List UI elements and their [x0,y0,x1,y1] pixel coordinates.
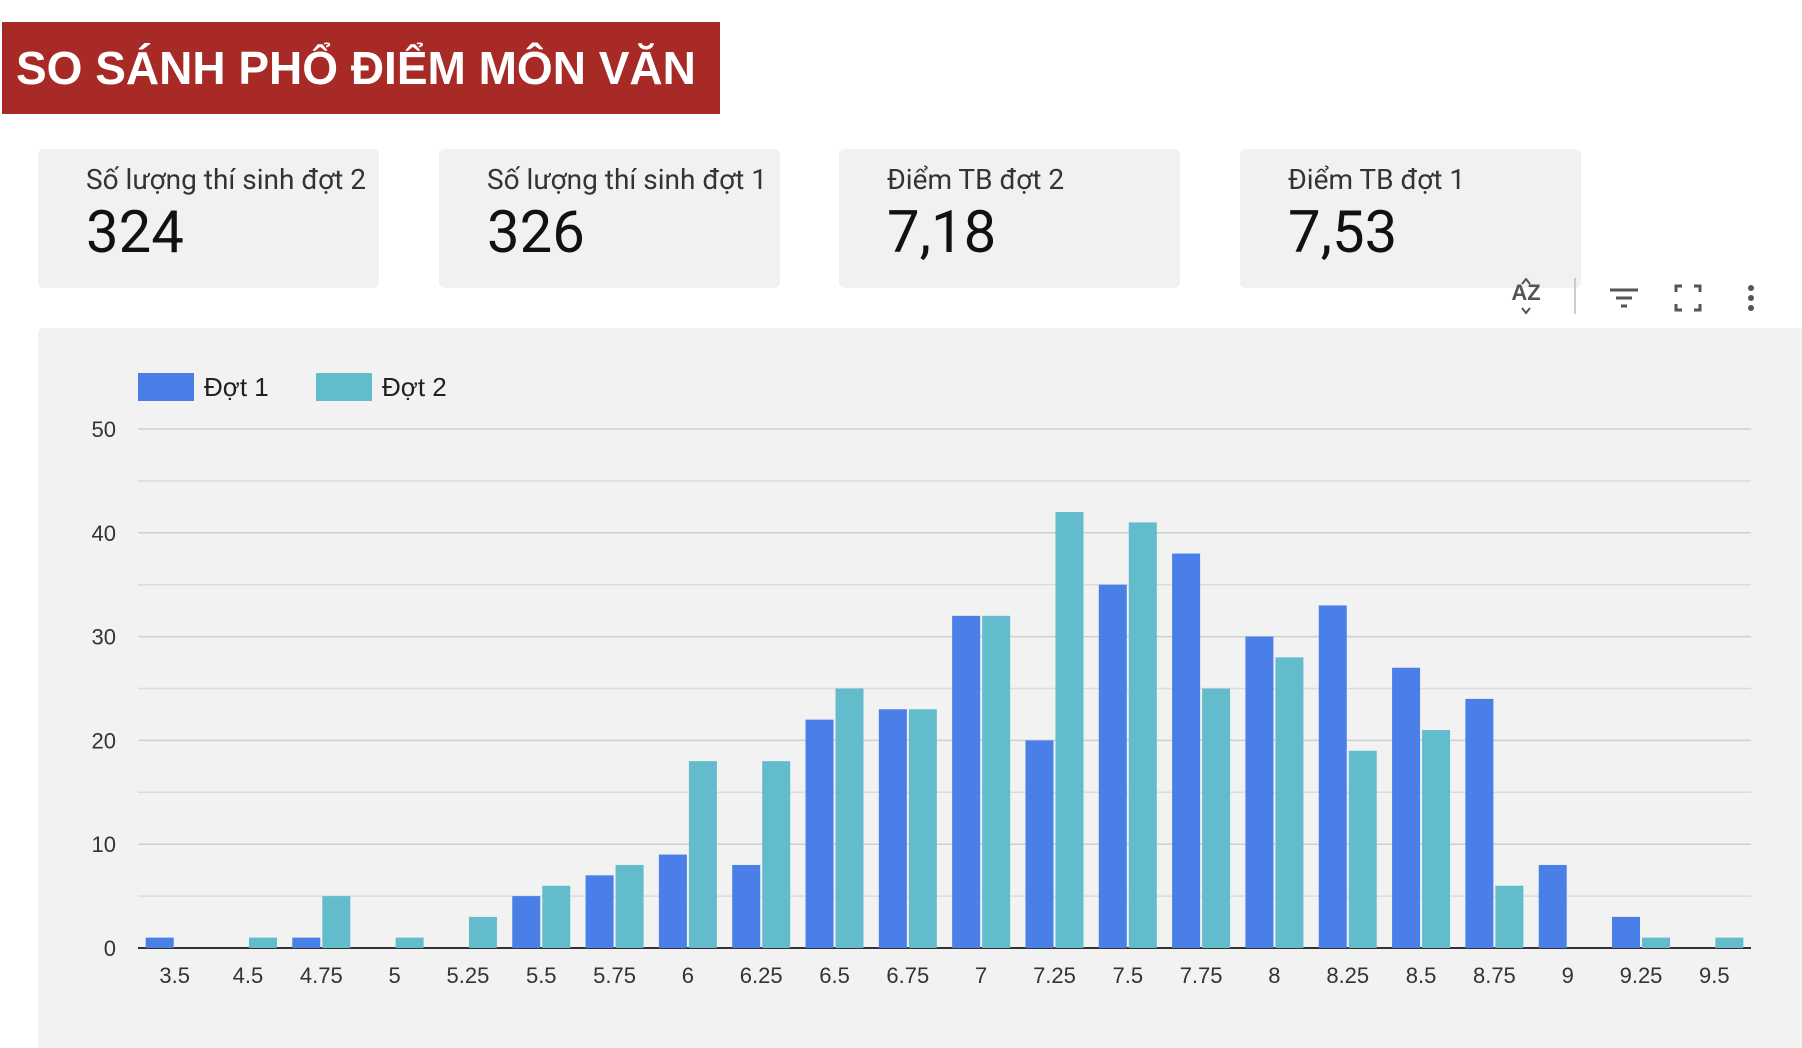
bar [805,719,834,948]
bar [1348,750,1377,948]
scorecard-label: Điểm TB đợt 1 [1288,163,1466,196]
legend-swatch [316,373,372,401]
y-tick-label: 10 [92,832,116,857]
bar [585,875,614,948]
title-banner: SO SÁNH PHỔ ĐIỂM MÔN VĂN [2,22,720,114]
y-tick-label: 0 [104,936,116,961]
bar [292,937,321,948]
legend-swatch [138,373,194,401]
filter-icon [1610,288,1638,308]
bar [395,937,424,948]
bar [1202,688,1231,948]
bar [468,916,497,948]
chart: 0 10 20 30 40 50 Đợt 1 Đợt 2 3.5 4.5 4.75 5 5.25 5.5 5… [92,372,1751,988]
sort-glyph: AZ [1511,280,1540,305]
x-tick-label: 7.5 [1112,963,1143,988]
x-tick-label: 8.75 [1473,963,1516,988]
x-tick-label: 5 [388,963,400,988]
x-tick-label: 8.5 [1406,963,1437,988]
bar [1318,605,1347,948]
bar [658,854,687,948]
legend-label: Đợt 1 [204,372,269,402]
x-tick-label: 9.25 [1620,963,1663,988]
bar [542,885,571,948]
bar [1245,636,1274,948]
bar [908,709,937,948]
bar [145,937,174,948]
bar [1538,864,1567,948]
scorecard-value: 7,18 [887,199,997,267]
x-tick-label: 7 [975,963,987,988]
x-tick-label: 9.5 [1699,963,1730,988]
x-tick-label: 4.5 [233,963,264,988]
bar [1465,698,1494,948]
bar [1612,916,1641,948]
bar [1055,512,1084,948]
bar [1275,657,1304,948]
filter-button[interactable] [1606,278,1642,322]
scorecard-label: Số lượng thí sinh đợt 2 [86,163,366,196]
x-tick-label: 6.75 [886,963,929,988]
x-tick-label: 4.75 [300,963,343,988]
bar [1495,885,1524,948]
sort-icon: AZ [1511,277,1541,315]
x-tick-label: 5.5 [526,963,557,988]
scorecard-value: 326 [487,199,585,267]
x-tick-label: 8.25 [1326,963,1369,988]
chart-panel: 0 10 20 30 40 50 Đợt 1 Đợt 2 3.5 4.5 4.75 5 5.25 5.5 5… [38,328,1802,1048]
bar [982,615,1011,948]
fullscreen-button[interactable] [1670,278,1706,322]
scorecard-value: 7,53 [1288,199,1398,267]
scorecard: Số lượng thí sinh đợt 2 324 [38,149,379,288]
y-tick-label: 50 [92,417,116,442]
y-tick-label: 30 [92,625,116,650]
bar [1392,667,1421,948]
bar [512,896,541,948]
menu-icon [1748,285,1754,311]
bar [688,761,717,948]
bar [1128,522,1157,948]
bar [615,864,644,948]
bar [1098,584,1127,948]
scorecard: Điểm TB đợt 2 7,18 [839,149,1180,288]
sort-button[interactable]: AZ [1508,277,1544,322]
fullscreen-icon [1674,284,1702,312]
scorecard: Điểm TB đợt 1 7,53 [1240,149,1581,288]
legend-label: Đợt 2 [382,372,447,402]
x-tick-label: 9 [1562,963,1574,988]
bar [835,688,864,948]
scorecard-label: Số lượng thí sinh đợt 1 [487,163,767,196]
bar [248,937,277,948]
bar [1642,937,1671,948]
bar [732,864,761,948]
scorecard-value: 324 [86,199,184,267]
x-tick-label: 5.75 [593,963,636,988]
x-tick-label: 7.25 [1033,963,1076,988]
x-tick-label: 6 [682,963,694,988]
bar [952,615,981,948]
scorecard-label: Điểm TB đợt 2 [887,163,1065,196]
bar [1422,730,1451,948]
menu-button[interactable] [1736,278,1766,322]
x-tick-label: 5.25 [447,963,490,988]
bar [878,709,907,948]
separator [1574,278,1576,314]
x-tick-label: 3.5 [159,963,190,988]
bar [1025,740,1054,948]
bar [1172,553,1201,948]
y-tick-label: 20 [92,728,116,753]
y-tick-label: 40 [92,521,116,546]
x-tick-label: 6.5 [819,963,850,988]
bar [762,761,791,948]
x-tick-label: 7.75 [1180,963,1223,988]
bar [1715,937,1744,948]
x-tick-label: 6.25 [740,963,783,988]
scorecard: Số lượng thí sinh đợt 1 326 [439,149,780,288]
x-tick-label: 8 [1268,963,1280,988]
bar [322,896,351,948]
